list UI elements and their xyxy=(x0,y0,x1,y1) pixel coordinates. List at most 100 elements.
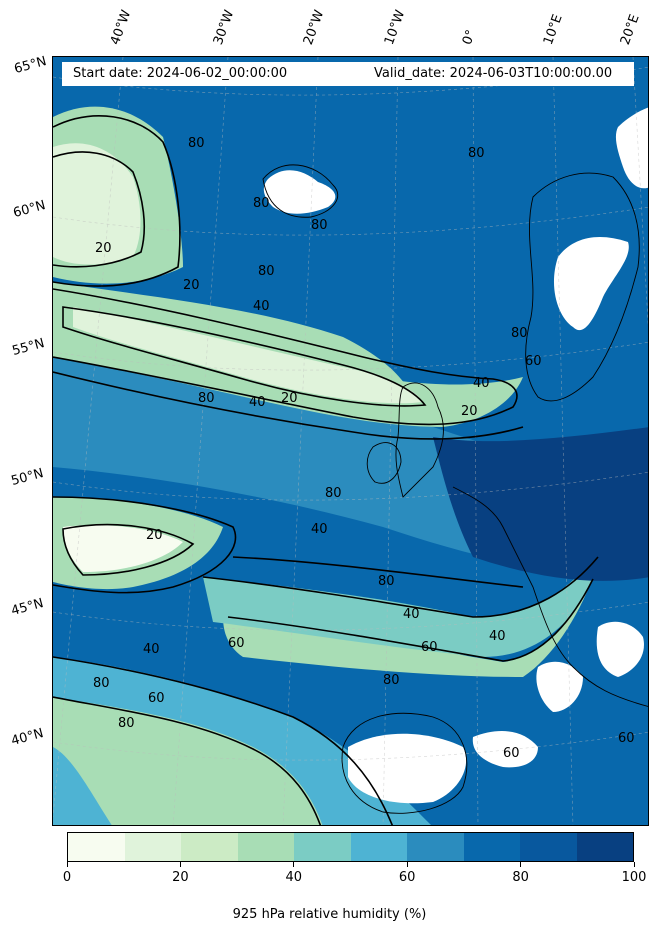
coastline-scandinavia xyxy=(525,172,640,402)
graticule xyxy=(53,57,648,825)
dry-band-diagonal xyxy=(223,577,593,677)
humidity-map: 20 20 20 20 20 40 40 40 40 40 40 40 60 6… xyxy=(53,57,648,825)
dry-tongue-central-inner xyxy=(73,307,423,404)
moist-europe xyxy=(433,427,648,581)
contour-label-group: 20 20 20 20 20 40 40 40 40 40 40 40 60 6… xyxy=(93,136,635,761)
contour-label: 80 xyxy=(198,391,215,406)
colorbar-tick xyxy=(66,862,68,867)
missing-data-alps xyxy=(596,621,644,677)
missing-data-norway-north xyxy=(615,107,648,189)
colorbar xyxy=(67,832,634,862)
contour-label: 80 xyxy=(468,146,485,161)
contour-label: 40 xyxy=(473,376,490,391)
contour-label: 40 xyxy=(249,395,266,410)
coastline-ireland xyxy=(366,442,402,484)
contour-diag-60 xyxy=(202,556,599,618)
contour-label: 60 xyxy=(525,354,542,369)
contour-label: 60 xyxy=(618,731,635,746)
lat-label-40n: 40°N xyxy=(9,726,46,749)
start-date-label: Start date: 2024-06-02_00:00:00 xyxy=(73,66,288,81)
missing-data-iberia xyxy=(348,733,467,804)
colorbar-label: 925 hPa relative humidity (%) xyxy=(232,907,427,922)
header-strip xyxy=(62,62,634,86)
lon-label-10e: 10°E xyxy=(540,12,566,48)
coastline-europe-west xyxy=(452,486,648,707)
dry-region-north-inner xyxy=(53,143,141,265)
contour-label: 20 xyxy=(281,391,298,406)
colorbar-tick-label: 80 xyxy=(512,870,529,885)
contour-label: 80 xyxy=(511,326,528,341)
missing-data-balkans xyxy=(536,661,583,712)
colorbar-segment xyxy=(68,833,125,861)
contour-label: 60 xyxy=(228,636,245,651)
coastline-british-isles xyxy=(395,382,444,498)
contour-label: 60 xyxy=(503,746,520,761)
lat-label-50n: 50°N xyxy=(9,466,46,489)
colorbar-segment xyxy=(407,833,464,861)
colorbar-tick xyxy=(179,862,181,867)
contour-label: 80 xyxy=(188,136,205,151)
dry-band-diagonal-2 xyxy=(203,557,593,657)
contour-tongue-40 xyxy=(53,288,518,426)
colorbar-segment xyxy=(463,833,520,861)
colorbar-tick-label: 60 xyxy=(398,870,416,885)
colorbar-tick-label: 100 xyxy=(621,870,647,885)
contour-lines xyxy=(53,115,599,825)
contour-label: 60 xyxy=(421,640,438,655)
lon-label-30w: 30°W xyxy=(210,8,238,47)
missing-data-iceland xyxy=(263,170,336,214)
missing-data-italy xyxy=(472,731,538,768)
valid-date-label: Valid_date: 2024-06-03T10:00:00.00 xyxy=(374,66,613,81)
contour-label: 20 xyxy=(95,241,112,256)
lat-label-65n: 65°N xyxy=(12,54,49,77)
colorbar-tick xyxy=(520,862,522,867)
colorbar-tick xyxy=(633,862,635,867)
colorbar-segment xyxy=(237,833,294,861)
lat-label-45n: 45°N xyxy=(9,596,46,619)
contour-label: 40 xyxy=(143,642,160,657)
contour-label: 60 xyxy=(148,691,165,706)
colorbar-segment xyxy=(350,833,407,861)
lon-label-0: 0° xyxy=(459,27,480,47)
contour-label: 80 xyxy=(378,574,395,589)
map-panel: 20 20 20 20 20 40 40 40 40 40 40 40 60 6… xyxy=(52,56,649,826)
contour-label: 20 xyxy=(146,528,163,543)
colorbar-segment xyxy=(520,833,577,861)
coastlines xyxy=(262,164,648,814)
colorbar-segment xyxy=(294,833,351,861)
coastline-iberia xyxy=(341,712,468,814)
contour-label: 40 xyxy=(489,629,506,644)
contour-label: 80 xyxy=(118,716,135,731)
contour-label: 80 xyxy=(383,673,400,688)
contour-label: 80 xyxy=(258,264,275,279)
lat-label-60n: 60°N xyxy=(11,198,48,221)
colorbar-segment xyxy=(576,833,633,861)
contour-label: 80 xyxy=(325,486,342,501)
coastline-iceland xyxy=(262,164,339,218)
colorbar-tick-label: 20 xyxy=(172,870,189,885)
contour-label: 40 xyxy=(311,522,328,537)
contour-diag-80 xyxy=(232,556,524,588)
colorbar-tick-label: 40 xyxy=(285,870,303,885)
colorbar-tick-label: 0 xyxy=(62,870,72,885)
contour-label: 80 xyxy=(93,676,110,691)
contour-north-20 xyxy=(53,151,146,268)
lon-label-20e: 20°E xyxy=(617,12,643,48)
lon-label-20w: 20°W xyxy=(300,8,328,47)
humidity-band-southwest-dry xyxy=(53,697,323,825)
contour-sw-40 xyxy=(53,696,322,825)
contour-north-40 xyxy=(53,115,181,287)
lon-label-40w: 40°W xyxy=(107,8,135,47)
dry-band-south-inner xyxy=(63,525,183,572)
contour-south-40 xyxy=(53,496,237,594)
colorbar-segment xyxy=(181,833,238,861)
contour-tongue-80 xyxy=(53,371,524,440)
contour-label: 20 xyxy=(461,404,478,419)
contour-sw-60 xyxy=(53,656,394,825)
colorbar-tick xyxy=(293,862,295,867)
lat-label-55n: 55°N xyxy=(10,336,47,359)
contour-label: 40 xyxy=(403,607,420,622)
contour-south-20 xyxy=(62,523,195,576)
contour-label: 20 xyxy=(183,278,200,293)
colorbar-segment xyxy=(124,833,181,861)
